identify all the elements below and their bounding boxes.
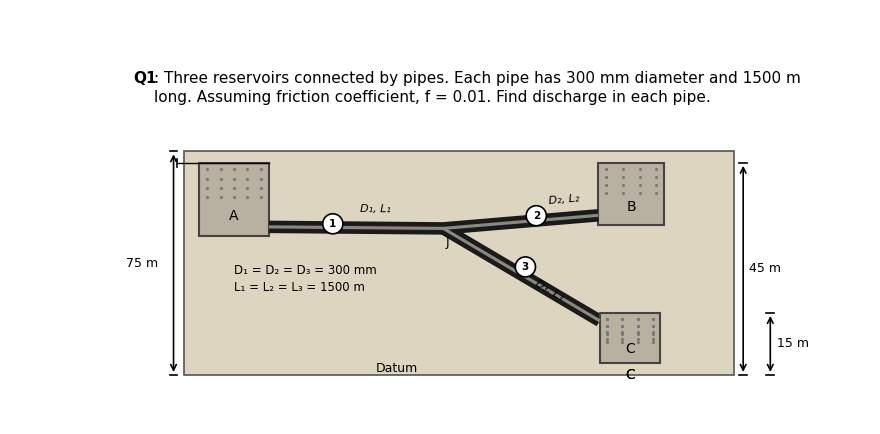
Text: D₁ = D₂ = D₃ = 300 mm: D₁ = D₂ = D₃ = 300 mm bbox=[234, 264, 377, 277]
Text: C: C bbox=[625, 368, 634, 382]
Text: 3: 3 bbox=[522, 262, 529, 272]
Text: 2: 2 bbox=[532, 210, 539, 221]
Text: : Three reservoirs connected by pipes. Each pipe has 300 mm diameter and 1500 m
: : Three reservoirs connected by pipes. E… bbox=[154, 71, 801, 105]
Text: L₁ = L₂ = L₃ = 1500 m: L₁ = L₂ = L₃ = 1500 m bbox=[234, 281, 365, 294]
Text: 75 m: 75 m bbox=[126, 256, 158, 270]
Text: 1: 1 bbox=[329, 219, 336, 229]
Text: B: B bbox=[627, 201, 636, 214]
Text: J: J bbox=[445, 236, 449, 249]
Bar bbox=[598, 163, 664, 224]
Text: 45 m: 45 m bbox=[750, 262, 781, 275]
Bar bbox=[600, 313, 660, 363]
Text: C: C bbox=[625, 368, 634, 382]
Text: D₂, L₂: D₂, L₂ bbox=[548, 194, 580, 207]
Circle shape bbox=[323, 214, 343, 234]
Text: D₃, L₃: D₃, L₃ bbox=[533, 279, 565, 303]
Text: A: A bbox=[230, 209, 238, 223]
Circle shape bbox=[526, 206, 546, 226]
Text: 15 m: 15 m bbox=[776, 337, 809, 350]
Text: D₁, L₁: D₁, L₁ bbox=[360, 204, 391, 214]
Bar bbox=[184, 151, 734, 375]
Text: Q1: Q1 bbox=[133, 71, 157, 85]
Bar bbox=[199, 163, 269, 236]
Text: C: C bbox=[625, 342, 634, 356]
Circle shape bbox=[516, 257, 535, 277]
Text: Datum: Datum bbox=[376, 362, 418, 375]
